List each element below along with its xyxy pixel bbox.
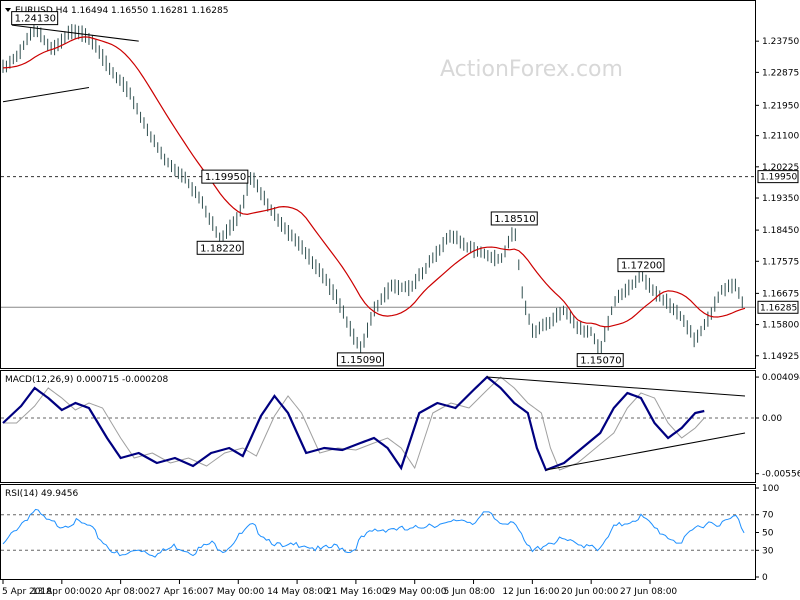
macd-panel-title: MACD(12,26,9) 0.000715 -0.000208 bbox=[5, 375, 168, 385]
rsi-axis-label: 100 bbox=[762, 484, 779, 494]
price-label-text: 1.18510 bbox=[494, 214, 535, 225]
price-marker-tag: 1.19950 bbox=[757, 170, 799, 184]
price-label-box bbox=[196, 240, 244, 255]
rsi-axis-label: 50 bbox=[762, 529, 774, 539]
rsi-axis-label: 30 bbox=[762, 546, 774, 556]
price-marker-tag: 1.16285 bbox=[757, 300, 799, 314]
price-label-box bbox=[336, 352, 384, 367]
time-axis-label: 20 Jun 00:00 bbox=[561, 587, 618, 597]
panel-titles: EURUSD,H4 1.16494 1.16550 1.16281 1.1628… bbox=[5, 6, 228, 499]
price-trendline bbox=[2, 87, 90, 103]
price-label-box bbox=[617, 258, 665, 273]
time-axis-label: 20 Apr 08:00 bbox=[91, 587, 150, 597]
price-panel-title: EURUSD,H4 1.16494 1.16550 1.16281 1.1628… bbox=[15, 6, 228, 16]
price-axis-label: 1.17575 bbox=[762, 257, 799, 267]
time-axis-label: 7 May 00:00 bbox=[208, 587, 264, 597]
price-axis-label: 1.18450 bbox=[762, 226, 799, 236]
rsi-axis-label: 70 bbox=[762, 511, 774, 521]
price-marker-tag-box bbox=[757, 170, 799, 184]
price-label-text: 1.15070 bbox=[580, 356, 621, 367]
price-label-box bbox=[201, 169, 249, 184]
price-label: 1.17200 bbox=[617, 258, 665, 273]
time-axis-label: 13 Apr 00:00 bbox=[32, 587, 91, 597]
panel-frames bbox=[0, 0, 756, 580]
time-axis-label: 12 Jun 16:00 bbox=[502, 587, 559, 597]
moving-average-line bbox=[2, 36, 746, 328]
price-label: 1.18510 bbox=[490, 211, 538, 226]
price-axis-label: 1.22875 bbox=[762, 68, 799, 78]
price-plot: 1.24130 1.19950 1.18220 1.15090 1.18510 1.172… bbox=[1, 11, 755, 368]
rsi-plot bbox=[1, 508, 755, 558]
price-label: 1.18220 bbox=[196, 240, 244, 255]
price-label: 1.15090 bbox=[336, 352, 384, 367]
price-bars bbox=[2, 24, 743, 357]
price-label: 1.15070 bbox=[576, 353, 624, 368]
time-axis-label: 21 May 16:00 bbox=[326, 587, 388, 597]
time-axis-label: 29 May 00:00 bbox=[385, 587, 447, 597]
price-label-text: 1.17200 bbox=[621, 261, 662, 272]
macd-axis-label: -0.005568 bbox=[762, 470, 800, 480]
price-axis-label: 1.14925 bbox=[762, 352, 799, 362]
macd-signal-line bbox=[3, 376, 705, 471]
price-marker-tag-text: 1.19950 bbox=[760, 173, 797, 183]
price-label-box bbox=[576, 353, 624, 368]
price-axis-label: 1.19350 bbox=[762, 194, 799, 204]
price-axis-label: 1.15800 bbox=[762, 321, 799, 331]
macd-axis-label: 0.004094 bbox=[762, 373, 800, 383]
price-trendline bbox=[11, 24, 139, 42]
price-axis-label: 1.21950 bbox=[762, 101, 799, 111]
price-marker-tag-text: 1.16285 bbox=[760, 303, 797, 313]
time-axis-label: 5 Jun 08:00 bbox=[444, 587, 496, 597]
time-axis-label: 14 May 08:00 bbox=[267, 587, 329, 597]
price-label-box bbox=[490, 211, 538, 226]
price-axis-label: 1.23750 bbox=[762, 37, 799, 47]
rsi-panel-frame bbox=[0, 484, 756, 580]
price-axis-label: 1.20225 bbox=[762, 163, 799, 173]
price-marker-tag-box bbox=[757, 300, 799, 314]
macd-axis-label: 0.00 bbox=[762, 414, 782, 424]
price-label-text: 1.18220 bbox=[200, 243, 241, 254]
axes: 1.23750 1.22875 1.21950 1.21100 1.20225 1.193… bbox=[2, 37, 800, 597]
price-label: 1.19950 bbox=[201, 169, 249, 184]
price-label: 1.24130 bbox=[11, 11, 59, 26]
macd-line bbox=[2, 375, 705, 472]
price-axis-label: 1.21100 bbox=[762, 132, 799, 142]
time-axis-label: 27 Apr 16:00 bbox=[149, 587, 208, 597]
price-label-text: 1.15090 bbox=[340, 355, 381, 366]
rsi-axis-label: 0 bbox=[762, 573, 768, 583]
rsi-panel-title: RSI(14) 49.9456 bbox=[5, 489, 78, 499]
time-axis-label: 5 Apr 2018 bbox=[2, 587, 52, 597]
time-axis-label: 27 Jun 08:00 bbox=[620, 587, 677, 597]
macd-plot bbox=[1, 375, 755, 472]
price-label-text: 1.24130 bbox=[15, 14, 56, 25]
watermark-text: ActionForex.com bbox=[440, 57, 623, 82]
price-label-box bbox=[11, 11, 59, 26]
macd-trendline bbox=[545, 432, 746, 471]
rsi-line bbox=[2, 508, 745, 558]
price-axis-label: 1.16675 bbox=[762, 289, 799, 299]
dropdown-triangle-icon bbox=[5, 8, 11, 12]
macd-trendline bbox=[487, 376, 746, 397]
macd-panel-frame bbox=[0, 370, 756, 483]
price-label-text: 1.19950 bbox=[205, 172, 246, 183]
